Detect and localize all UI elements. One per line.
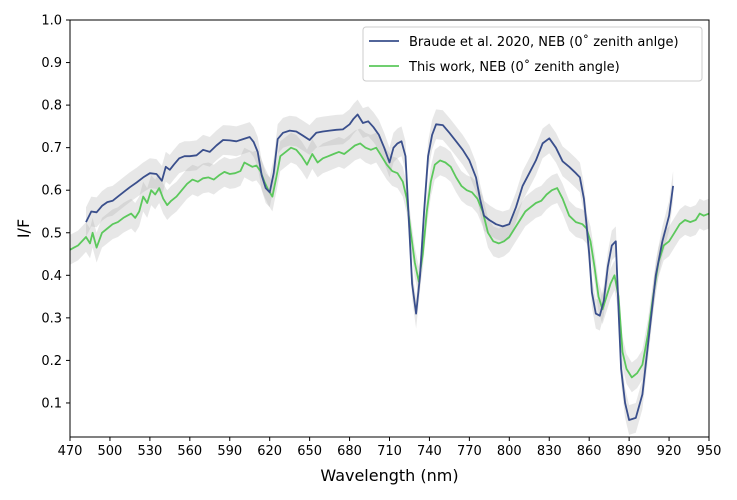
x-tick-label: 830 (537, 444, 562, 459)
series-line-this-work (69, 142, 710, 379)
y-tick-label: 1.0 (41, 14, 62, 29)
x-tick-label: 950 (697, 444, 722, 459)
x-tick-label: 860 (577, 444, 602, 459)
legend-label-braude: Braude et al. 2020, NEB (0˚ zenith anlge… (409, 34, 679, 50)
y-axis-ticks: 0.1 0.2 0.3 0.4 0.5 0.6 0.7 0.8 0.9 1.0 (41, 14, 70, 411)
x-tick-label: 470 (58, 444, 83, 459)
legend-box (362, 26, 703, 82)
uncertainty-band-this-work (70, 128, 709, 393)
y-axis-label: I/F (14, 219, 33, 238)
x-axis-ticks: 470 500 530 560 590 620 650 680 710 740 770 800 830 8… (58, 437, 722, 459)
x-tick-label: 650 (297, 444, 322, 459)
x-tick-label: 590 (217, 444, 242, 459)
x-axis-label: Wavelength (nm) (320, 466, 458, 485)
y-tick-label: 0.5 (41, 226, 62, 241)
y-tick-label: 0.9 (41, 56, 62, 71)
series-lines (69, 113, 710, 421)
x-tick-label: 770 (457, 444, 482, 459)
x-tick-label: 710 (377, 444, 402, 459)
series-line-braude (85, 113, 674, 421)
x-tick-label: 890 (617, 444, 642, 459)
y-tick-label: 0.6 (41, 184, 62, 199)
legend: Braude et al. 2020, NEB (0˚ zenith anlge… (362, 26, 703, 82)
legend-label-this-work: This work, NEB (0˚ zenith angle) (408, 59, 620, 75)
plot-frame (69, 19, 710, 438)
x-tick-label: 560 (177, 444, 202, 459)
uncertainty-bands (70, 99, 709, 435)
y-tick-label: 0.8 (41, 99, 62, 114)
y-tick-label: 0.1 (41, 396, 62, 411)
x-tick-label: 800 (497, 444, 522, 459)
x-tick-label: 920 (657, 444, 682, 459)
y-tick-label: 0.2 (41, 354, 62, 369)
x-tick-label: 530 (137, 444, 162, 459)
y-tick-label: 0.4 (41, 269, 62, 284)
y-tick-label: 0.3 (41, 311, 62, 326)
x-tick-label: 680 (337, 444, 362, 459)
x-tick-label: 620 (257, 444, 282, 459)
y-tick-label: 0.7 (41, 141, 62, 156)
x-tick-label: 500 (98, 444, 123, 459)
x-tick-label: 740 (417, 444, 442, 459)
uncertainty-band-braude (86, 99, 674, 435)
